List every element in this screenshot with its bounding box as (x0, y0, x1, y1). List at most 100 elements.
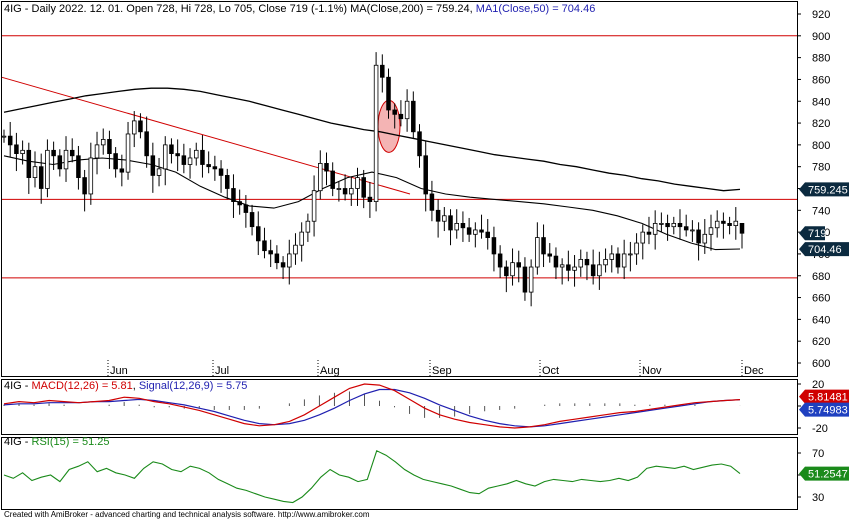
candle-down (417, 131, 422, 157)
candle-down (262, 240, 267, 252)
price-axis: 6006206406606807007207407607808008208408… (797, 9, 830, 370)
candle-down (479, 229, 484, 233)
candle-up (162, 144, 168, 170)
rsi-pane-frame (1, 437, 798, 510)
candle-up (131, 120, 137, 135)
price-tick-label: 900 (812, 31, 830, 43)
candle-up (311, 190, 317, 222)
footer-credit: Created with AmiBroker - advanced charti… (4, 510, 370, 519)
macd-pane: -20020 (3, 379, 828, 435)
close-badge-text: 719 (808, 228, 826, 240)
candle-down (206, 164, 211, 168)
candle-down (243, 204, 249, 213)
candle-down (721, 220, 726, 224)
candle-down (175, 153, 180, 157)
date-tick-label: Nov (642, 365, 662, 377)
candle-down (361, 177, 366, 198)
candle-down (57, 155, 63, 170)
candle-up (45, 149, 50, 189)
candle-down (380, 64, 385, 78)
candle-up (733, 220, 739, 226)
price-tick-label: 800 (812, 140, 830, 152)
close-badge: 719 (799, 226, 826, 241)
candle-down (324, 163, 329, 172)
price-tick-label: 600 (812, 358, 830, 370)
candle-down (423, 155, 428, 195)
price-tick-label: 860 (812, 74, 830, 86)
candle-down (280, 262, 286, 268)
candle-up (349, 188, 354, 195)
candle-up (156, 168, 162, 176)
candle-up (1, 135, 7, 138)
macd-badge-text: 5.81481 (808, 392, 848, 404)
candle-up (336, 188, 342, 190)
candle-down (181, 155, 187, 165)
candle-up (454, 222, 459, 231)
candle-up (20, 149, 25, 154)
date-tick-label: Aug (320, 365, 340, 377)
macd-pane-frame (1, 379, 798, 435)
candle-down (138, 120, 143, 133)
candle-down (398, 113, 404, 120)
ma200-label: MA(Close,200) = 759.24 (350, 3, 470, 15)
candle-up (652, 222, 658, 235)
candle-down (491, 237, 497, 255)
candle-down (497, 253, 503, 268)
candle-up (373, 64, 379, 202)
rsi-badge: 51.2547 (799, 466, 849, 481)
signal-badge-text: 5.74983 (808, 405, 848, 417)
candle-down (683, 226, 689, 231)
candle-up (603, 258, 608, 266)
price-overlays (1, 35, 797, 279)
macd-tick-label: 20 (812, 379, 824, 391)
candle-up (318, 163, 323, 192)
rsi-line (3, 450, 741, 504)
candle-up (621, 253, 627, 268)
candle-down (268, 250, 273, 255)
macd-header: 4IG - MACD(12,26) = 5.81, Signal(12,26,9… (4, 380, 247, 392)
candle-down (553, 255, 559, 268)
candle-down (107, 139, 112, 154)
ma50-label: MA1(Close,50) = 704.46 (476, 3, 596, 15)
price-tick-label: 780 (812, 162, 830, 174)
candle-down (435, 209, 441, 222)
rsi-header: 4IG - RSI(15) = 51.25 (4, 436, 109, 448)
candle-down (566, 264, 571, 271)
candle-up (305, 220, 311, 233)
date-tick-label: Sep (432, 365, 452, 377)
candle-up (659, 222, 664, 225)
candle-down (237, 201, 242, 206)
candle-up (708, 227, 714, 235)
date-tick-label: Jul (215, 365, 229, 377)
date-tick-label: Oct (542, 365, 559, 377)
candle-down (144, 131, 149, 157)
candle-down (541, 237, 546, 255)
candle-down (677, 222, 683, 228)
price-tick-label: 840 (812, 96, 830, 108)
candle-down (485, 231, 490, 238)
candle-down (727, 222, 732, 226)
price-header: 4IG - Daily 2022. 12. 01. Open 728, Hi 7… (4, 3, 595, 15)
price-tick-label: 880 (812, 53, 830, 65)
candle-up (299, 231, 304, 246)
candle-down (448, 215, 453, 231)
close-badge-shape (799, 226, 825, 241)
candle-up (597, 264, 602, 277)
candle-up (473, 229, 478, 235)
price-candles (1, 52, 745, 307)
macd-badge: 5.81481 (799, 389, 849, 404)
price-tick-label: 660 (812, 293, 830, 305)
candle-up (572, 266, 577, 271)
downtrend-line (1, 76, 411, 195)
macd-line (3, 383, 741, 429)
candle-down (646, 231, 652, 235)
candle-down (522, 266, 528, 293)
candle-down (584, 258, 590, 266)
candle-down (696, 229, 701, 244)
date-tick-label: Jun (110, 365, 128, 377)
candle-down (113, 153, 118, 170)
candle-up (32, 166, 38, 178)
price-tick-label: 620 (812, 336, 830, 348)
